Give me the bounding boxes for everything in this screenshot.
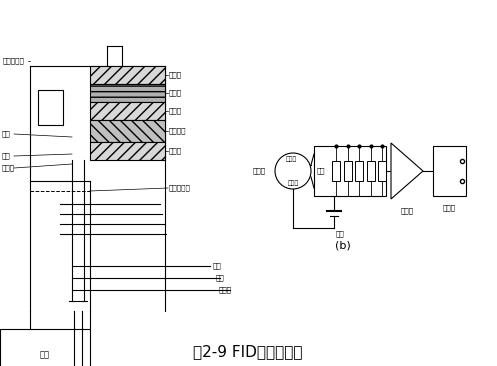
Text: 极化极: 极化极 bbox=[169, 108, 182, 114]
Bar bbox=[433, 146, 466, 196]
Text: 绝缘子: 绝缘子 bbox=[169, 72, 182, 78]
Bar bbox=[90, 102, 165, 120]
Text: 放大器: 放大器 bbox=[401, 207, 414, 214]
Bar bbox=[332, 161, 340, 181]
Text: 空气: 空气 bbox=[213, 263, 222, 269]
Text: 记录器: 记录器 bbox=[442, 204, 456, 210]
Text: 尾吹气: 尾吹气 bbox=[219, 287, 232, 293]
Circle shape bbox=[275, 153, 311, 189]
Text: 及点火器: 及点火器 bbox=[169, 128, 186, 134]
Text: 底座: 底座 bbox=[40, 351, 50, 359]
Text: 收集极: 收集极 bbox=[285, 156, 297, 162]
Text: 空气扩散器: 空气扩散器 bbox=[169, 185, 191, 191]
Text: 氢气: 氢气 bbox=[216, 275, 225, 281]
Bar bbox=[90, 120, 165, 142]
Text: 火焰: 火焰 bbox=[2, 131, 11, 137]
Text: 绝缘子: 绝缘子 bbox=[2, 165, 15, 171]
Text: 收集极: 收集极 bbox=[169, 90, 182, 96]
Bar bbox=[366, 161, 375, 181]
Text: 电源: 电源 bbox=[336, 231, 345, 237]
Text: 离子室: 离子室 bbox=[253, 168, 266, 174]
Bar bbox=[378, 161, 386, 181]
Bar bbox=[90, 142, 165, 160]
Text: 图2-9 FID结构示意图: 图2-9 FID结构示意图 bbox=[193, 344, 303, 359]
Text: (b): (b) bbox=[335, 241, 351, 251]
Bar bbox=[355, 161, 363, 181]
Bar bbox=[314, 146, 386, 196]
Polygon shape bbox=[391, 143, 423, 199]
Text: 高阻: 高阻 bbox=[317, 168, 326, 174]
Bar bbox=[90, 66, 165, 84]
Text: 发射极: 发射极 bbox=[287, 180, 299, 186]
Text: 检测器简体: 检测器简体 bbox=[3, 58, 25, 64]
Bar bbox=[343, 161, 351, 181]
Bar bbox=[38, 90, 63, 125]
Text: 喷嘴: 喷嘴 bbox=[2, 153, 11, 159]
Bar bbox=[90, 84, 165, 102]
Bar bbox=[0, 329, 90, 366]
Text: 绝缘子: 绝缘子 bbox=[169, 148, 182, 154]
